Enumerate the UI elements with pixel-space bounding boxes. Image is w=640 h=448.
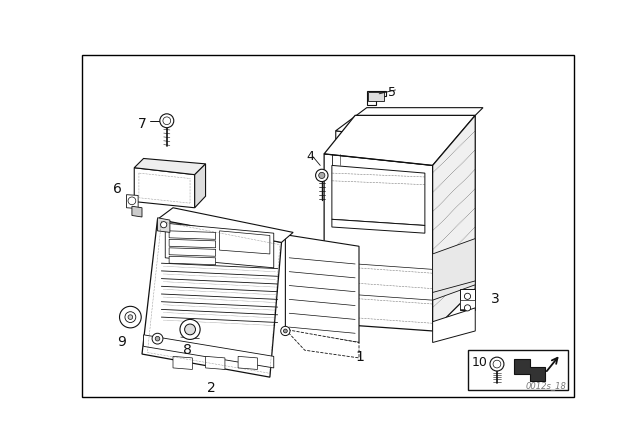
Polygon shape [336,131,444,315]
Circle shape [490,357,504,371]
Polygon shape [433,238,476,300]
Circle shape [284,329,287,333]
Polygon shape [324,154,433,331]
Circle shape [152,333,163,344]
Circle shape [493,360,501,368]
Text: 7: 7 [138,117,147,131]
Polygon shape [324,116,476,165]
Polygon shape [205,356,225,370]
Bar [460,289,476,310]
Polygon shape [165,223,274,268]
Polygon shape [220,231,270,254]
Polygon shape [332,220,425,233]
Bar [460,300,476,310]
Polygon shape [132,206,142,217]
Polygon shape [173,356,193,370]
Text: 8: 8 [182,343,191,357]
Polygon shape [336,108,483,146]
Text: 5: 5 [388,86,396,99]
Polygon shape [285,329,359,358]
Polygon shape [433,308,476,343]
Circle shape [128,315,132,319]
Bar [368,92,384,102]
Polygon shape [169,248,216,256]
Circle shape [125,312,136,323]
Polygon shape [143,335,274,368]
Polygon shape [157,208,293,242]
Polygon shape [157,218,170,233]
Polygon shape [169,239,216,248]
Text: 6: 6 [113,182,122,196]
Bar [467,350,568,390]
Polygon shape [134,168,195,208]
Circle shape [161,222,167,228]
Circle shape [316,169,328,181]
Polygon shape [142,220,282,377]
Polygon shape [514,359,545,381]
Polygon shape [169,256,216,265]
Text: 3: 3 [491,293,499,306]
Polygon shape [285,235,359,343]
Text: 4: 4 [307,150,314,163]
Polygon shape [127,195,138,208]
Text: 2: 2 [207,381,216,395]
Text: 10: 10 [472,356,487,369]
Polygon shape [169,231,216,239]
Polygon shape [238,356,257,370]
Text: 1: 1 [355,350,364,364]
Polygon shape [367,90,386,105]
Circle shape [184,324,195,335]
Circle shape [465,293,470,299]
Circle shape [281,326,290,336]
Circle shape [180,319,200,340]
Circle shape [319,172,325,178]
Polygon shape [332,165,425,225]
Polygon shape [195,164,205,208]
Circle shape [128,197,136,205]
Circle shape [465,305,470,311]
Circle shape [160,114,174,128]
Polygon shape [433,116,476,331]
Circle shape [120,306,141,328]
Circle shape [155,336,160,341]
Text: 9: 9 [117,335,126,349]
Polygon shape [134,159,205,175]
Circle shape [163,117,171,125]
Text: 0012s_18: 0012s_18 [526,381,566,390]
